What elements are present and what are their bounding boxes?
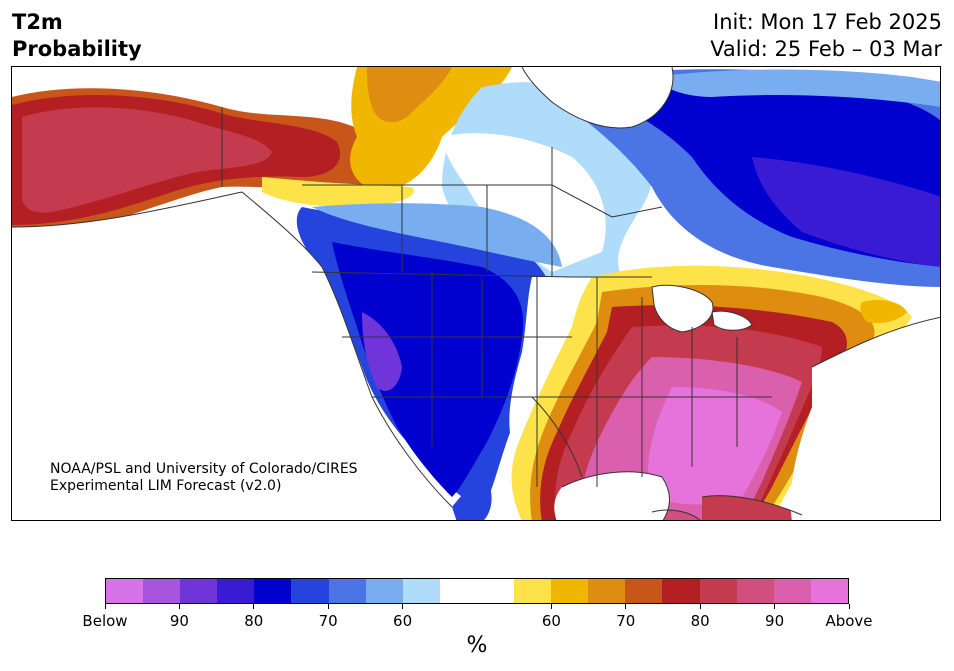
colorbar-tick-label: Below — [82, 612, 128, 630]
boundary-lines — [12, 67, 940, 520]
colorbar-tick-mark — [402, 604, 404, 609]
colorbar-tick-label: 90 — [169, 612, 189, 630]
map-canvas — [12, 67, 940, 520]
colorbar-segment — [551, 579, 589, 603]
colorbar-tick-mark — [848, 604, 850, 609]
colorbar-tick-label: 90 — [765, 612, 785, 630]
colorbar-segment — [328, 579, 366, 603]
colorbar-tick-label: 70 — [318, 612, 338, 630]
colorbar-segment — [180, 579, 218, 603]
colorbar-segment — [365, 579, 403, 603]
pacific-ocean — [12, 192, 478, 520]
credit-line-2: Experimental LIM Forecast (v2.0) — [50, 478, 282, 494]
colorbar-tick-label: 60 — [393, 612, 413, 630]
colorbar-segment — [476, 579, 515, 603]
colorbar-segment — [810, 579, 848, 603]
colorbar-segment — [773, 579, 811, 603]
valid-dates: Valid: 25 Feb – 03 Mar — [710, 37, 942, 61]
product-label: Probability — [12, 37, 142, 61]
colorbar-tick-mark — [253, 604, 255, 609]
colorbar-tick-mark — [625, 604, 627, 609]
colorbar-segment — [588, 579, 626, 603]
atlantic-ocean — [790, 317, 940, 520]
colorbar-segment — [143, 579, 181, 603]
great-lakes — [652, 285, 713, 332]
colorbar-tick-mark — [178, 604, 180, 609]
colorbar-tick-mark — [550, 604, 552, 609]
colorbar-tick-mark — [327, 604, 329, 609]
probability-map: NOAA/PSL and University of Colorado/CIRE… — [11, 66, 941, 521]
map-title: T2m Probability — [12, 9, 142, 63]
colorbar-segment — [662, 579, 700, 603]
variable-label: T2m — [12, 10, 63, 34]
gulf-of-mexico — [554, 471, 670, 520]
forecast-dates: Init: Mon 17 Feb 2025 Valid: 25 Feb – 03… — [710, 9, 942, 63]
colorbar-segment — [106, 579, 144, 603]
colorbar-segment — [625, 579, 663, 603]
colorbar-segment — [514, 579, 552, 603]
colorbar-tick-mark — [774, 604, 776, 609]
colorbar-tick-label: 70 — [616, 612, 636, 630]
colorbar-unit: % — [466, 633, 488, 658]
colorbar-segment — [439, 579, 477, 603]
init-date: Init: Mon 17 Feb 2025 — [713, 10, 942, 34]
colorbar-segment — [254, 579, 292, 603]
colorbar-tick-label: Above — [825, 612, 873, 630]
colorbar-tick-label: 80 — [690, 612, 710, 630]
credit-line-1: NOAA/PSL and University of Colorado/CIRE… — [50, 461, 358, 477]
colorbar-tick-mark — [699, 604, 701, 609]
colorbar-tick-label: 60 — [541, 612, 561, 630]
colorbar-segment — [217, 579, 255, 603]
credit-text: NOAA/PSL and University of Colorado/CIRE… — [50, 461, 358, 495]
colorbar — [105, 578, 849, 604]
colorbar-segment — [736, 579, 774, 603]
colorbar-tick-label: 80 — [244, 612, 264, 630]
colorbar-segment — [291, 579, 329, 603]
colorbar-segment — [402, 579, 440, 603]
hudson-bay — [522, 67, 673, 128]
colorbar-tick-mark — [104, 604, 106, 609]
colorbar-segment — [699, 579, 737, 603]
